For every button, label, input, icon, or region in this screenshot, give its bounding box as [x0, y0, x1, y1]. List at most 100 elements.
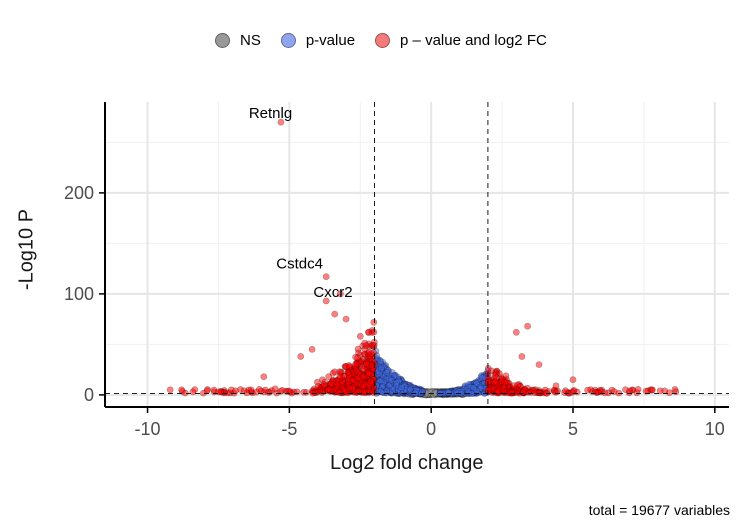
point-pvalue-fc [633, 389, 641, 397]
legend: NS p-value p – value and log2 FC [215, 32, 547, 49]
legend-swatch-ns [215, 33, 230, 48]
point-pvalue [470, 384, 478, 392]
point-pvalue-fc [345, 362, 353, 369]
point-pvalue [383, 368, 391, 376]
point-pvalue-fc [518, 353, 526, 360]
point-pvalue-fc [320, 381, 328, 389]
points [166, 118, 680, 399]
legend-swatch-pvalue [280, 33, 296, 48]
point-pvalue-fc [271, 385, 279, 393]
y-tick-label: 200 [64, 183, 94, 203]
legend-swatch-pvalue-fc [375, 33, 391, 48]
point-pvalue-fc [346, 384, 354, 392]
point-pvalue-fc [203, 387, 211, 395]
point-pvalue-fc [322, 273, 330, 281]
point-pvalue-fc [501, 379, 509, 387]
point-pvalue-fc [278, 386, 286, 394]
point-pvalue-fc [626, 387, 634, 395]
point-pvalue-fc [524, 322, 531, 330]
point-pvalue-fc [166, 386, 174, 394]
point-pvalue [376, 358, 384, 365]
point-pvalue-fc [365, 349, 373, 356]
point-label: Retnlg [249, 105, 292, 122]
x-tick-label: 5 [568, 419, 578, 439]
point-pvalue-fc [363, 361, 371, 368]
point-pvalue-fc [331, 310, 339, 318]
point-pvalue-fc [553, 388, 560, 396]
legend-label-pvalue-fc: p – value and log2 FC [400, 32, 547, 49]
point-pvalue [406, 385, 414, 393]
point-pvalue-fc [232, 387, 239, 395]
y-tick-label: 100 [64, 284, 94, 304]
grid [105, 102, 729, 407]
point-pvalue-fc [536, 389, 543, 397]
point-pvalue-fc [535, 361, 543, 368]
legend-item-ns: NS [215, 32, 261, 49]
point-pvalue-fc [354, 354, 361, 362]
point-pvalue-fc [494, 387, 502, 395]
point-pvalue-fc [252, 388, 260, 396]
point-pvalue-fc [325, 373, 333, 380]
point-pvalue-fc [243, 389, 251, 397]
x-tick-label: 0 [426, 419, 436, 439]
point-pvalue-fc [492, 374, 500, 382]
point-pvalue-fc [308, 345, 316, 353]
point-pvalue-fc [642, 387, 650, 395]
point-pvalue [387, 376, 395, 384]
legend-label-ns: NS [240, 32, 261, 49]
point-pvalue-fc [569, 376, 577, 384]
point-pvalue [385, 382, 393, 390]
point-pvalue-fc [661, 387, 669, 395]
y-tick-label: 0 [84, 385, 94, 405]
point-pvalue-fc [215, 388, 222, 396]
point-pvalue-fc [329, 387, 337, 395]
point-pvalue-fc [352, 360, 359, 368]
point-pvalue-fc [322, 297, 330, 305]
y-axis-title: -Log10 P [15, 208, 38, 291]
point-pvalue-fc [365, 369, 373, 377]
point-pvalue-fc [514, 381, 522, 389]
point-pvalue [445, 389, 452, 397]
point-pvalue-fc [367, 378, 374, 386]
point-pvalue-fc [297, 353, 305, 360]
point-pvalue [436, 389, 444, 397]
point-pvalue-fc [178, 386, 185, 394]
legend-item-pvalue-fc: p – value and log2 FC [375, 32, 547, 49]
point-label: Cstdc4 [276, 256, 323, 273]
point-pvalue-fc [562, 387, 569, 395]
point-pvalue-fc [189, 388, 197, 396]
point-pvalue-fc [300, 388, 308, 396]
point-pvalue-fc [285, 387, 293, 395]
point-pvalue-fc [345, 371, 353, 379]
caption: total = 19677 variables [588, 502, 730, 518]
point-pvalue-fc [369, 364, 377, 372]
point-pvalue-fc [336, 368, 343, 376]
point-pvalue-fc [485, 386, 492, 394]
x-tick-label: -10 [135, 419, 161, 439]
point-pvalue-fc [336, 290, 344, 298]
point-pvalue-fc [355, 387, 362, 395]
point-pvalue-fc [512, 328, 520, 336]
x-axis-title: Log2 fold change [330, 452, 484, 474]
point-pvalue-fc [649, 386, 656, 394]
point-pvalue-fc [260, 373, 268, 381]
point-pvalue-fc [598, 388, 605, 396]
legend-label-pvalue: p-value [305, 32, 356, 49]
point-pvalue-fc [277, 118, 285, 126]
point-pvalue-fc [342, 315, 350, 323]
point-pvalue-fc [354, 345, 362, 353]
x-tick-label: -5 [281, 419, 297, 439]
point-pvalue [398, 384, 405, 392]
point-pvalue-fc [552, 382, 560, 390]
point-pvalue-fc [356, 332, 364, 340]
point-pvalue [377, 365, 385, 373]
point-pvalue-fc [333, 380, 341, 388]
point-pvalue-fc [568, 388, 576, 396]
point-pvalue-fc [264, 388, 272, 396]
point-pvalue-fc [584, 386, 591, 394]
point-pvalue-fc [520, 388, 527, 396]
x-tick-label: 10 [705, 419, 725, 439]
point-pvalue-fc [542, 389, 550, 397]
point-pvalue-fc [370, 318, 378, 326]
